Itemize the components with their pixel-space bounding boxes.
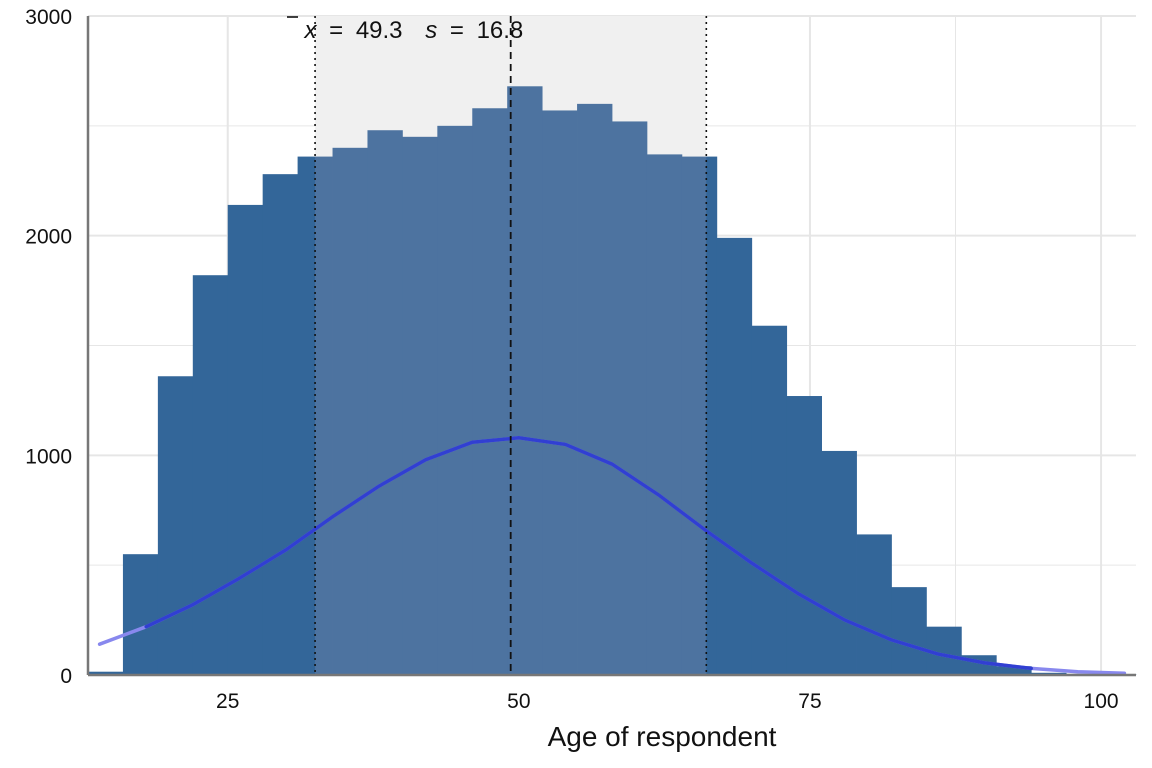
histogram-bar [706, 156, 718, 675]
mean-sd-label: x = 49.3 s = 16.8 [303, 17, 523, 44]
histogram-bar [437, 125, 473, 676]
histogram-bar [646, 154, 683, 675]
y-tick-label: 2000 [25, 226, 72, 249]
stat-lines [314, 16, 708, 675]
histogram-bar [157, 376, 194, 675]
sd-symbol: s [425, 17, 437, 44]
y-tick-label: 1000 [25, 445, 72, 468]
histogram-bar [681, 156, 707, 675]
mean-value: 49.3 [356, 17, 403, 44]
histogram-bar [612, 121, 648, 675]
histogram-bar [192, 275, 229, 675]
histogram-bar [996, 666, 1032, 675]
histogram-bar [542, 110, 578, 675]
histogram-bar [315, 156, 333, 675]
histogram-bar [821, 450, 857, 675]
histogram-bar [786, 396, 822, 675]
axes [86, 16, 1136, 677]
normal-curve-layer [97, 436, 1127, 675]
histogram-bar [367, 130, 403, 675]
x-tick-label: 50 [507, 690, 530, 713]
histogram-bar [262, 174, 298, 675]
x-tick-label: 100 [1084, 690, 1119, 713]
histogram-bar [122, 554, 159, 675]
x-axis-title: Age of respondent [548, 721, 777, 752]
histogram-bar [227, 204, 264, 675]
sd-value: 16.8 [477, 17, 524, 44]
y-tick-label: 0 [60, 665, 72, 688]
y-tick-label: 3000 [25, 6, 72, 29]
histogram-bar [751, 325, 788, 675]
histogram-bar [402, 136, 438, 676]
histogram-bars [88, 86, 1137, 676]
histogram-bar [332, 147, 368, 676]
histogram-bar [716, 237, 753, 675]
histogram-bar [297, 156, 316, 675]
mean-equals: = [329, 17, 343, 44]
mean-symbol: x [303, 17, 317, 44]
x-tick-label: 75 [798, 690, 821, 713]
x-tick-label: 25 [216, 690, 239, 713]
normal-curve [144, 436, 1033, 671]
histogram-bar [507, 86, 543, 675]
histogram-bar [88, 671, 124, 675]
sd-equals: = [450, 17, 464, 44]
histogram-bar [856, 534, 892, 675]
histogram-bar [577, 103, 613, 675]
histogram-bar [472, 108, 508, 675]
histogram-bar [891, 587, 927, 675]
